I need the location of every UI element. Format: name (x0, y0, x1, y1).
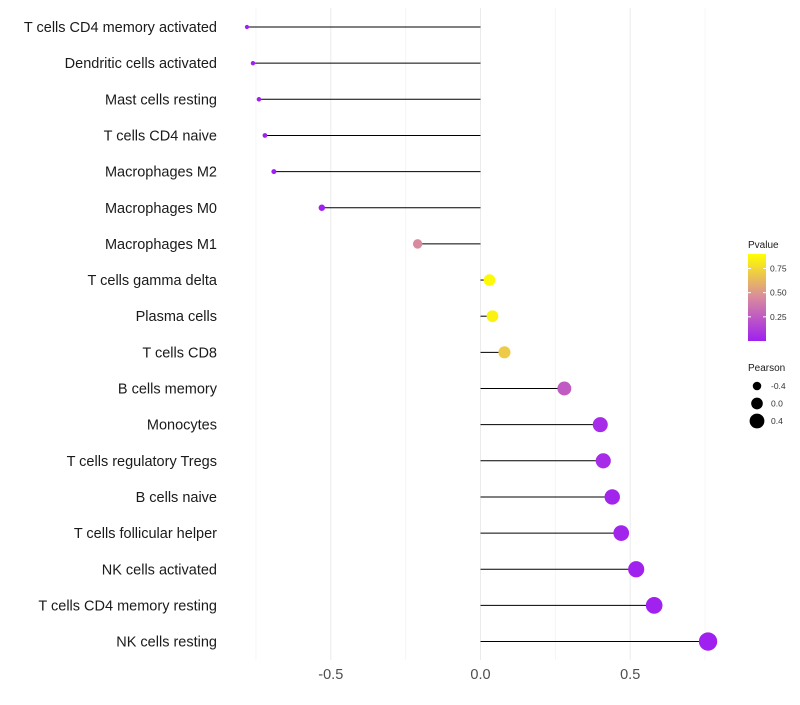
size-legend-title: Pearson (748, 363, 785, 374)
size-legend-point (751, 397, 763, 410)
lollipop-point (271, 169, 277, 175)
y-category-label: Monocytes (147, 418, 217, 434)
x-tick-label: 0.0 (470, 667, 490, 683)
size-legend-label: -0.4 (771, 381, 786, 391)
y-category-label: Macrophages M1 (105, 237, 217, 253)
lollipop-point (557, 381, 572, 396)
y-category-label: T cells CD8 (142, 345, 217, 361)
y-category-label: NK cells activated (102, 562, 217, 578)
y-category-label: T cells CD4 memory activated (24, 20, 217, 36)
lollipop-point (483, 274, 496, 286)
y-category-label: T cells regulatory Tregs (67, 454, 217, 470)
y-category-label: T cells CD4 memory resting (38, 598, 217, 614)
size-legend-point (752, 381, 762, 391)
size-legend-point (749, 413, 765, 429)
y-category-label: T cells CD4 naive (104, 128, 217, 144)
lollipop-point (412, 239, 423, 249)
size-legend-label: 0.0 (771, 399, 783, 409)
y-category-label: Macrophages M0 (105, 201, 217, 217)
lollipop-point (613, 525, 630, 541)
lollipop-point (592, 417, 608, 433)
lollipop-point (498, 346, 511, 359)
lollipop-point (244, 24, 250, 30)
x-tick-label: -0.5 (318, 667, 343, 683)
y-category-label: Macrophages M2 (105, 165, 217, 181)
y-category-label: B cells naive (136, 490, 217, 506)
x-tick-label: 0.5 (620, 667, 640, 683)
lollipop-point (604, 489, 620, 505)
lollipop-point (595, 453, 611, 469)
y-category-label: NK cells resting (116, 635, 217, 651)
y-category-label: Dendritic cells activated (65, 56, 217, 72)
lollipop-point (262, 133, 268, 138)
size-legend-label: 0.4 (771, 416, 783, 426)
color-legend-label: 0.50 (770, 288, 787, 298)
lollipop-point (250, 60, 256, 66)
color-legend-bar (748, 254, 766, 341)
lollipop-point (645, 597, 663, 614)
lollipop-point (628, 561, 645, 578)
lollipop-point (486, 310, 499, 323)
lollipop-point (318, 204, 326, 211)
y-category-label: T cells gamma delta (88, 273, 218, 289)
lollipop-point (256, 97, 262, 102)
y-category-label: B cells memory (118, 382, 218, 398)
color-legend-label: 0.25 (770, 312, 787, 322)
y-category-label: T cells follicular helper (74, 526, 217, 542)
y-category-label: Mast cells resting (105, 92, 217, 108)
color-legend-title: Pvalue (748, 240, 779, 251)
lollipop-point (698, 632, 718, 651)
y-category-label: Plasma cells (136, 309, 217, 325)
color-legend-label: 0.75 (770, 264, 787, 274)
